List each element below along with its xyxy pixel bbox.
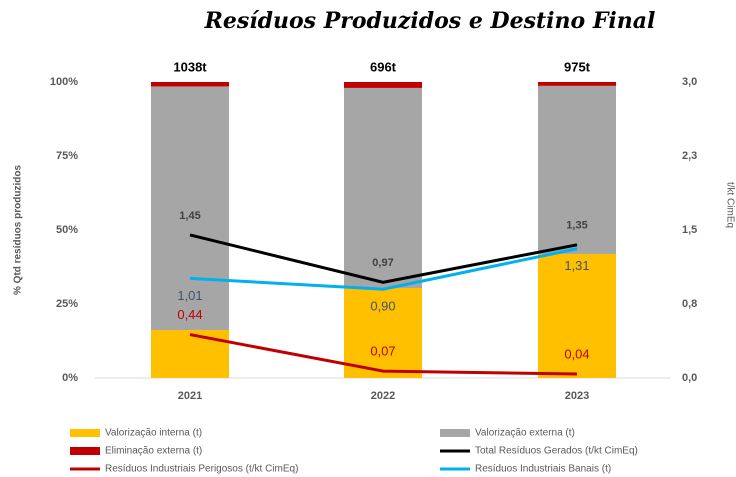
bar-segment xyxy=(538,85,616,254)
line-series xyxy=(189,233,578,284)
bar-segment xyxy=(151,330,229,378)
bar-segment xyxy=(151,82,229,87)
line-series xyxy=(189,247,578,291)
y-tick-label: 50% xyxy=(56,224,78,236)
legend-label: Resíduos Industriais Banais (t) xyxy=(475,464,611,475)
data-label: 0,44 xyxy=(177,307,202,322)
data-label: 1,31 xyxy=(564,258,589,273)
total-label: 1038t xyxy=(173,59,207,74)
bar-segment xyxy=(538,82,616,86)
data-label: 0,97 xyxy=(372,257,393,269)
bar-segment xyxy=(344,288,422,378)
data-label: 1,01 xyxy=(177,288,202,303)
y2-tick-label: 3,0 xyxy=(682,76,697,88)
data-label: 0,07 xyxy=(370,344,395,359)
bar-segment xyxy=(151,86,229,331)
data-label: 0,04 xyxy=(564,346,589,361)
legend-label: Total Resíduos Gerados (t/kt CimEq) xyxy=(475,446,638,457)
line-series xyxy=(189,333,578,376)
y-tick-label: 100% xyxy=(50,76,78,88)
y-tick-label: 25% xyxy=(56,298,78,310)
bar-segment xyxy=(344,82,422,88)
y2-axis-title: t/kt CimEq xyxy=(724,182,735,228)
data-label: 1,35 xyxy=(566,220,587,232)
y-axis-title: % Qtd resíduos produzidos xyxy=(13,165,24,295)
total-label: 975t xyxy=(564,59,591,74)
x-tick-label: 2022 xyxy=(371,390,395,402)
legend-label: Resíduos Industriais Perigosos (t/kt Cim… xyxy=(105,464,298,475)
legend-label: Valorização externa (t) xyxy=(475,428,575,439)
y2-tick-label: 2,3 xyxy=(682,150,697,162)
legend-swatch xyxy=(70,429,100,437)
legend-label: Eliminação externa (t) xyxy=(105,446,202,457)
legend-swatch xyxy=(440,429,470,437)
bar-segment xyxy=(538,253,616,378)
x-tick-label: 2021 xyxy=(178,390,202,402)
bar-segment xyxy=(344,87,422,289)
total-label: 696t xyxy=(370,59,397,74)
legend-label: Valorização interna (t) xyxy=(105,428,202,439)
y2-tick-label: 1,5 xyxy=(682,224,697,236)
chart-title: Resíduos Produzidos e Destino Final xyxy=(204,8,656,34)
data-label: 0,90 xyxy=(370,299,395,314)
y2-tick-label: 0,8 xyxy=(682,298,697,310)
y2-tick-label: 0,0 xyxy=(682,372,697,384)
data-label: 1,45 xyxy=(179,210,200,222)
legend-swatch xyxy=(70,447,100,455)
x-tick-label: 2023 xyxy=(565,390,589,402)
y-tick-label: 0% xyxy=(62,372,78,384)
y-tick-label: 75% xyxy=(56,150,78,162)
